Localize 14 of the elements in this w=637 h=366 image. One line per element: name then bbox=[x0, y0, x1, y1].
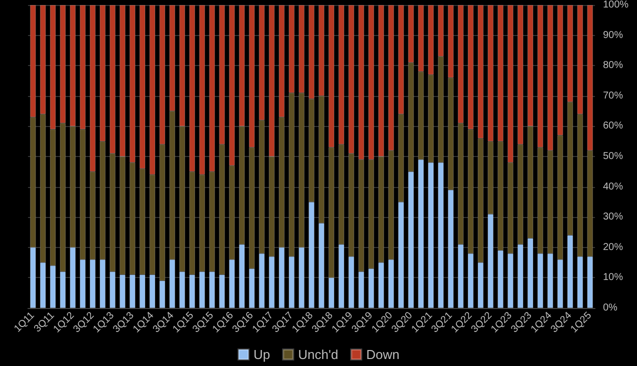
legend-label: Up bbox=[254, 347, 270, 362]
y-tick-label: 70% bbox=[603, 90, 624, 102]
legend-label: Unch'd bbox=[298, 347, 338, 362]
y-tick-label: 80% bbox=[603, 60, 624, 72]
y-tick-label: 90% bbox=[603, 30, 624, 41]
y-tick-label: 10% bbox=[603, 272, 624, 284]
y-tick-label: 40% bbox=[603, 181, 624, 192]
y-tick-label: 30% bbox=[603, 212, 624, 223]
y-tick-label: 20% bbox=[603, 242, 624, 253]
y-tick-label: 60% bbox=[603, 120, 624, 132]
y-tick-label: 100% bbox=[603, 0, 629, 10]
legend-label: Down bbox=[366, 347, 400, 362]
y-tick-label: 0% bbox=[603, 302, 618, 314]
y-tick-label: 50% bbox=[603, 151, 624, 162]
